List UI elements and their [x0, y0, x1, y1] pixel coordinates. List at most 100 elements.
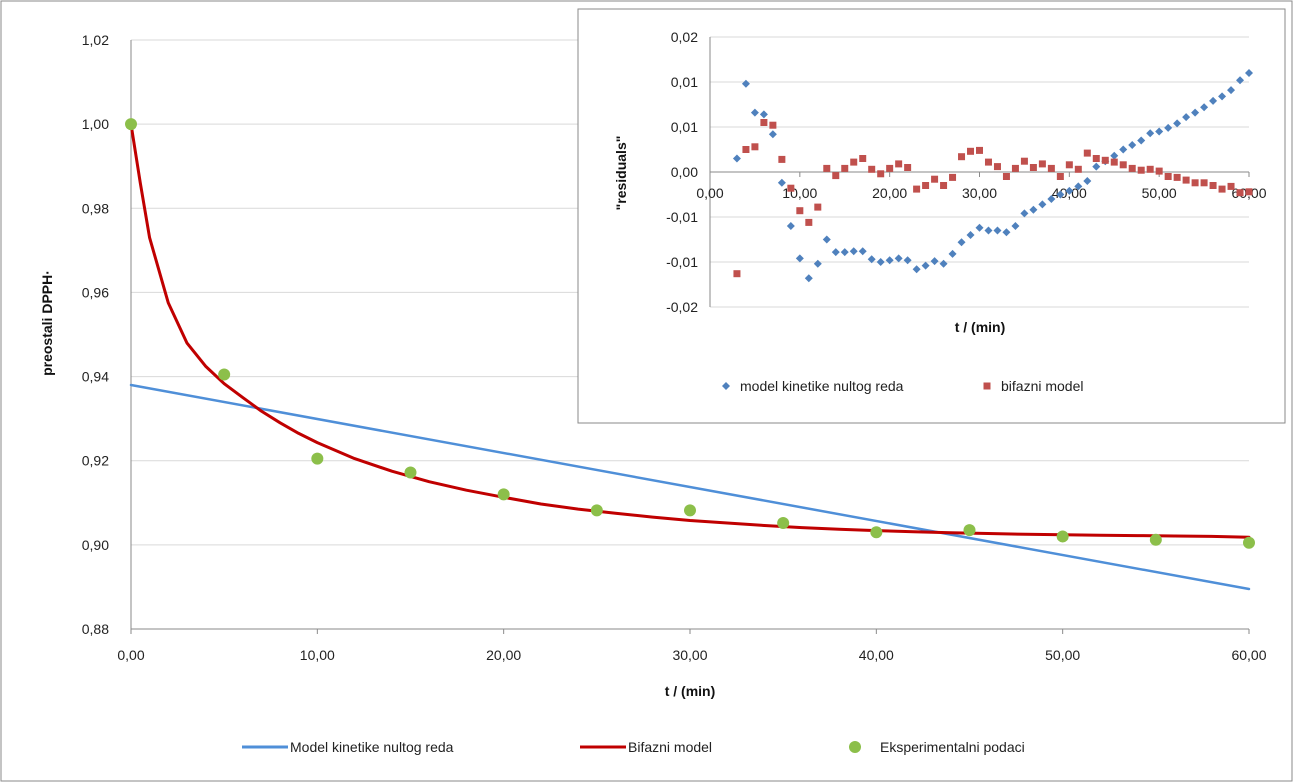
inset-series: [732, 69, 1253, 283]
inset-point-series-2: [1047, 164, 1055, 172]
inset-point-series-2: [958, 153, 966, 161]
main-x-tick-label: 10,00: [300, 647, 335, 663]
inset-point-series-1: [1020, 209, 1029, 218]
inset-point-series-2: [904, 164, 912, 171]
inset-point-series-2: [850, 158, 858, 166]
inset-point-series-2: [877, 170, 885, 178]
inset-point-series-1: [903, 256, 912, 265]
main-series: [125, 118, 1255, 591]
inset-point-series-2: [1074, 165, 1082, 173]
inset-x-tick-label: 0,00: [696, 185, 723, 201]
inset-point-series-2: [769, 121, 777, 129]
inset-point-series-2: [984, 158, 992, 166]
inset-point-series-2: [949, 173, 957, 181]
inset-point-series-2: [1038, 160, 1046, 168]
inset-point-series-1: [804, 274, 813, 283]
main-series-line-1: [129, 383, 1251, 591]
inset-point-series-1: [885, 256, 894, 265]
inset-point-series-2: [1173, 173, 1181, 181]
main-legend-label: Model kinetike nultog reda: [290, 739, 454, 755]
main-legend-item: Bifazni model: [580, 739, 712, 755]
inset-point-series-1: [876, 258, 885, 266]
main-x-tick-label: 30,00: [672, 647, 707, 663]
inset-point-series-1: [1182, 113, 1191, 122]
inset-point-series-1: [966, 231, 975, 239]
inset-point-series-2: [976, 146, 983, 154]
inset-point-series-1: [912, 265, 921, 274]
main-legend-label: Bifazni model: [628, 739, 712, 755]
inset-legend-diamond-swatch: [722, 382, 730, 390]
inset-point-series-2: [1200, 179, 1208, 187]
inset-x-tick-label: 30,00: [962, 185, 997, 201]
main-y-tick-label: 1,02: [82, 32, 109, 48]
inset-point-series-2: [733, 270, 741, 278]
inset-chart-border: [577, 8, 1286, 424]
main-data-point: [1056, 530, 1069, 543]
inset-point-series-2: [993, 163, 1001, 171]
inset-point-series-1: [759, 110, 768, 119]
inset-point-series-1: [948, 249, 957, 258]
inset-point-series-2: [1146, 165, 1154, 173]
inset-point-series-1: [831, 248, 840, 257]
main-data-point: [311, 452, 324, 465]
inset-point-series-2: [760, 119, 768, 126]
main-legend-label: Eksperimentalni podaci: [880, 739, 1025, 755]
inset-point-series-1: [1200, 103, 1209, 112]
inset-point-series-1: [795, 254, 804, 263]
inset-point-series-1: [993, 226, 1002, 235]
inset-point-series-1: [1074, 182, 1083, 191]
main-data-point: [870, 526, 883, 539]
inset-point-series-1: [858, 247, 867, 256]
inset-point-series-1: [840, 248, 849, 257]
inset-point-series-1: [975, 223, 984, 232]
inset-point-series-2: [1236, 189, 1244, 197]
inset-point-series-2: [1137, 166, 1145, 174]
inset-point-series-2: [751, 143, 759, 151]
main-x-tick-labels: 0,00 10,00 20,00 30,00 40,00 50,00 60,00: [117, 647, 1266, 663]
inset-point-series-1: [1137, 136, 1146, 145]
inset-y-tick-label: 0,02: [671, 29, 698, 45]
inset-point-series-1: [768, 130, 777, 139]
inset-point-series-1: [1245, 69, 1253, 77]
main-x-axis-title: t / (min): [665, 683, 716, 699]
inset-point-series-1: [1128, 141, 1137, 149]
main-y-tick-label: 0,90: [82, 537, 109, 553]
main-data-point: [125, 118, 137, 131]
inset-point-series-1: [849, 247, 858, 256]
inset-point-series-1: [1011, 222, 1020, 230]
inset-point-series-1: [1002, 228, 1011, 237]
inset-y-axis-title: "residuals": [613, 136, 629, 211]
main-data-point: [497, 488, 510, 501]
inset-y-tick-label: -0,01: [666, 209, 698, 225]
inset-point-series-2: [1218, 185, 1226, 193]
main-data-point: [404, 466, 417, 479]
inset-point-series-2: [1227, 182, 1235, 190]
main-y-tick-label: 0,96: [82, 284, 109, 300]
main-legend-item: Eksperimentalni podaci: [849, 739, 1025, 755]
inset-point-series-1: [1047, 195, 1056, 203]
inset-point-series-1: [813, 259, 822, 268]
inset-point-series-1: [957, 238, 966, 247]
inset-point-series-1: [867, 255, 876, 264]
inset-point-series-2: [1128, 164, 1136, 172]
main-y-tick-label: 0,92: [82, 453, 109, 469]
main-legend-item: Model kinetike nultog reda: [242, 739, 454, 755]
inset-x-axis-title: t / (min): [955, 319, 1006, 335]
inset-y-tick-labels: -0,02 -0,01 -0,01 0,00 0,01 0,01 0,02: [666, 29, 698, 315]
main-x-tick-label: 40,00: [859, 647, 894, 663]
inset-x-tick-label: 20,00: [872, 185, 907, 201]
inset-point-series-1: [777, 178, 786, 187]
inset-x-tick-label: 50,00: [1142, 185, 1177, 201]
inset-point-series-2: [1119, 161, 1127, 169]
inset-legend-label: model kinetike nultog reda: [740, 378, 904, 394]
main-x-tick-label: 20,00: [486, 647, 521, 663]
inset-point-series-1: [1227, 86, 1236, 95]
inset-point-series-1: [1092, 162, 1101, 171]
inset-point-series-1: [1056, 190, 1065, 199]
inset-point-series-1: [732, 154, 741, 163]
inset-point-series-1: [984, 226, 993, 235]
main-legend-dot-swatch: [849, 741, 861, 753]
main-y-tick-labels: 0,88 0,90 0,92 0,94 0,96 0,98 1,00 1,02: [82, 32, 109, 637]
inset-point-series-2: [967, 147, 975, 155]
main-data-point: [1149, 533, 1162, 546]
